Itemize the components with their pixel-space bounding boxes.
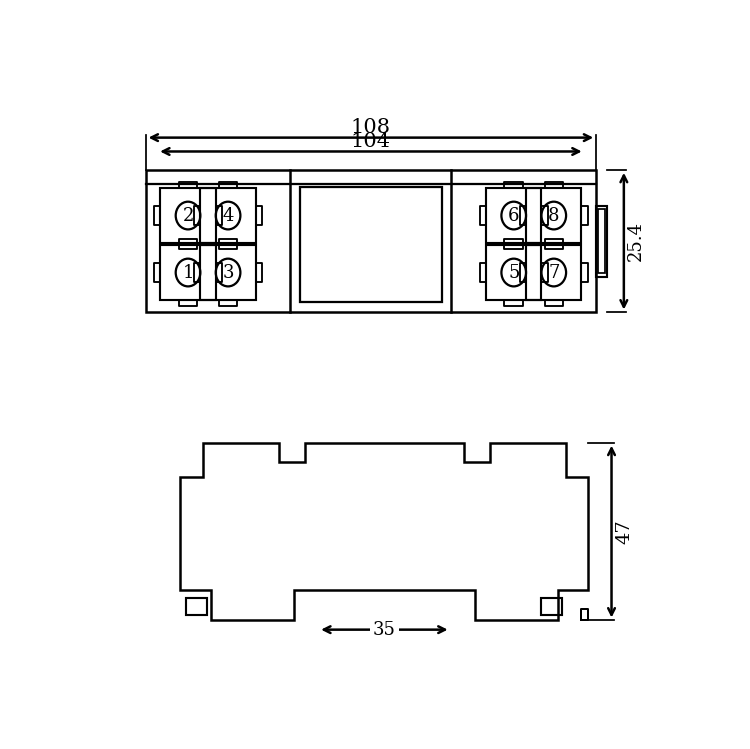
Text: 47: 47 [615,519,633,544]
Bar [596,205,607,277]
Bar [160,188,216,243]
Bar [186,598,207,615]
Bar [160,245,216,300]
Bar [300,187,442,302]
Text: 108: 108 [351,118,391,137]
Text: 4: 4 [223,207,234,225]
Bar [598,210,604,273]
Bar [486,245,542,300]
Text: 1: 1 [182,264,194,282]
Text: 104: 104 [351,132,391,151]
Text: 25.4: 25.4 [627,221,645,261]
Bar [200,245,256,300]
Text: 2: 2 [182,207,194,225]
Text: 7: 7 [548,264,560,282]
Bar [146,170,596,312]
Text: 3: 3 [222,264,234,282]
Bar [542,598,562,615]
Bar [486,188,542,243]
Bar [526,188,581,243]
Text: 8: 8 [548,207,560,225]
Text: 35: 35 [373,621,396,639]
Text: 5: 5 [508,264,520,282]
Bar [200,188,256,243]
Bar [526,245,581,300]
Text: 6: 6 [508,207,520,225]
